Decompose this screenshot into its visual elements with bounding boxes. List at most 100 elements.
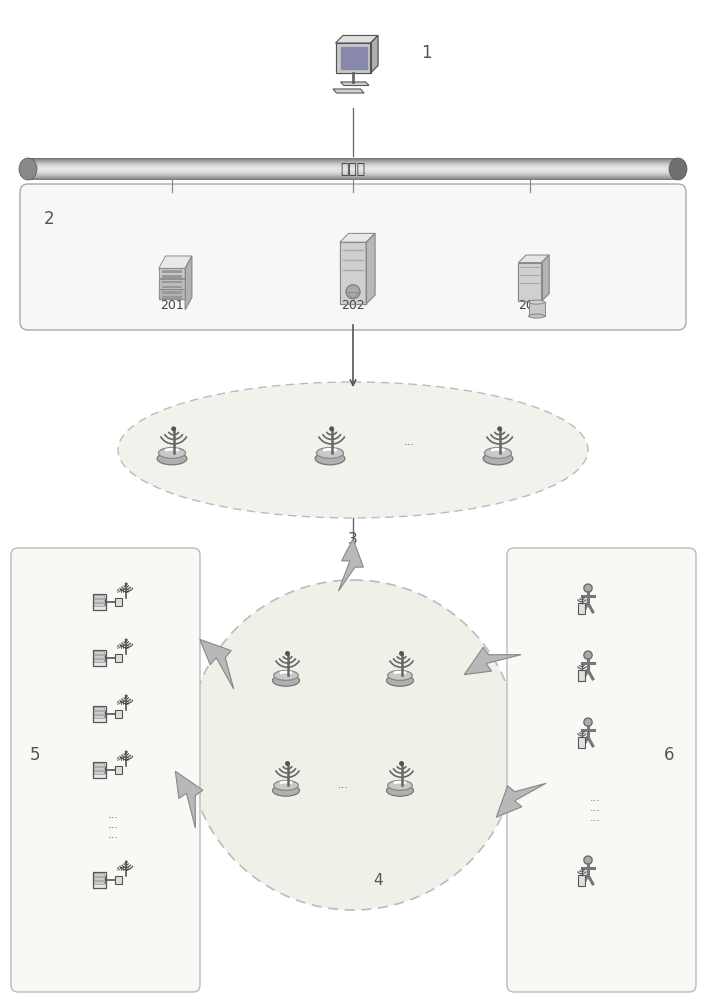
Circle shape	[124, 860, 128, 863]
Text: 4: 4	[373, 873, 382, 888]
Bar	[94, 651, 104, 654]
Circle shape	[497, 426, 502, 431]
Circle shape	[188, 580, 518, 910]
Bar	[94, 603, 104, 606]
Bar	[94, 659, 104, 662]
Text: 以太网: 以太网	[341, 162, 366, 176]
Polygon shape	[159, 289, 185, 299]
Text: ...: ...	[590, 793, 600, 803]
Bar	[163, 291, 182, 294]
Polygon shape	[339, 539, 363, 591]
Bar	[578, 875, 585, 886]
Bar	[93, 650, 106, 666]
Bar	[163, 275, 182, 278]
Text: 2: 2	[44, 210, 54, 228]
Polygon shape	[370, 35, 378, 73]
Polygon shape	[200, 639, 234, 689]
Polygon shape	[366, 233, 375, 304]
FancyBboxPatch shape	[20, 184, 686, 330]
FancyBboxPatch shape	[507, 548, 696, 992]
Ellipse shape	[484, 447, 512, 458]
Text: MT2: MT2	[116, 757, 129, 762]
Polygon shape	[336, 35, 378, 43]
Polygon shape	[341, 47, 366, 69]
Bar	[94, 595, 104, 598]
Polygon shape	[159, 279, 185, 289]
Bar	[163, 286, 182, 288]
Polygon shape	[340, 233, 375, 242]
Text: MT2: MT2	[116, 589, 129, 594]
Circle shape	[329, 426, 334, 431]
Text: 1: 1	[421, 44, 432, 62]
Text: ...: ...	[590, 813, 600, 823]
Circle shape	[124, 639, 128, 642]
Ellipse shape	[274, 780, 298, 790]
Ellipse shape	[669, 158, 687, 180]
Polygon shape	[333, 89, 364, 93]
Polygon shape	[542, 255, 549, 301]
Bar	[115, 766, 122, 774]
Bar	[115, 598, 122, 606]
Polygon shape	[185, 256, 192, 310]
Ellipse shape	[317, 447, 344, 458]
Text: 6: 6	[663, 746, 674, 764]
Bar	[94, 715, 104, 718]
Ellipse shape	[158, 447, 185, 458]
Text: ...: ...	[404, 437, 414, 447]
Bar	[94, 877, 104, 880]
Ellipse shape	[19, 158, 37, 180]
Circle shape	[399, 651, 404, 656]
Bar	[115, 876, 122, 884]
Text: 3: 3	[348, 532, 358, 547]
Bar	[578, 603, 585, 614]
Ellipse shape	[529, 314, 544, 318]
Ellipse shape	[315, 452, 345, 465]
Circle shape	[124, 694, 128, 698]
Polygon shape	[496, 783, 546, 817]
Bar	[115, 654, 122, 662]
Ellipse shape	[387, 675, 414, 686]
Polygon shape	[518, 263, 542, 301]
Bar	[94, 655, 104, 658]
Bar	[529, 302, 544, 316]
Circle shape	[124, 750, 128, 754]
Bar	[578, 737, 585, 748]
Ellipse shape	[387, 785, 414, 796]
Ellipse shape	[157, 452, 187, 465]
Ellipse shape	[272, 785, 300, 796]
Text: ...: ...	[107, 810, 119, 820]
Bar	[93, 762, 106, 778]
Polygon shape	[464, 647, 521, 675]
Circle shape	[584, 584, 592, 592]
Bar	[93, 594, 106, 610]
Ellipse shape	[387, 780, 412, 790]
Polygon shape	[175, 771, 203, 828]
Bar	[578, 670, 585, 681]
Text: ...: ...	[337, 780, 349, 790]
Text: MT2: MT2	[116, 867, 129, 872]
Text: 201: 201	[160, 299, 184, 312]
Circle shape	[346, 285, 360, 299]
Ellipse shape	[483, 452, 513, 465]
Bar	[94, 711, 104, 714]
Bar	[94, 599, 104, 602]
Ellipse shape	[529, 300, 544, 304]
Polygon shape	[159, 268, 185, 278]
Bar	[93, 706, 106, 722]
Text: ...: ...	[107, 830, 119, 840]
Bar	[163, 270, 182, 273]
Circle shape	[399, 761, 404, 766]
Text: 203: 203	[518, 299, 542, 312]
Bar	[94, 763, 104, 766]
Ellipse shape	[274, 670, 298, 680]
Text: MT2: MT2	[116, 701, 129, 706]
Bar	[94, 707, 104, 710]
Ellipse shape	[272, 675, 300, 686]
Text: 5: 5	[30, 746, 40, 764]
Text: MT2: MT2	[116, 645, 129, 650]
Polygon shape	[336, 43, 370, 73]
Bar	[94, 767, 104, 770]
Circle shape	[584, 651, 592, 659]
Polygon shape	[340, 242, 366, 304]
Circle shape	[171, 426, 176, 431]
